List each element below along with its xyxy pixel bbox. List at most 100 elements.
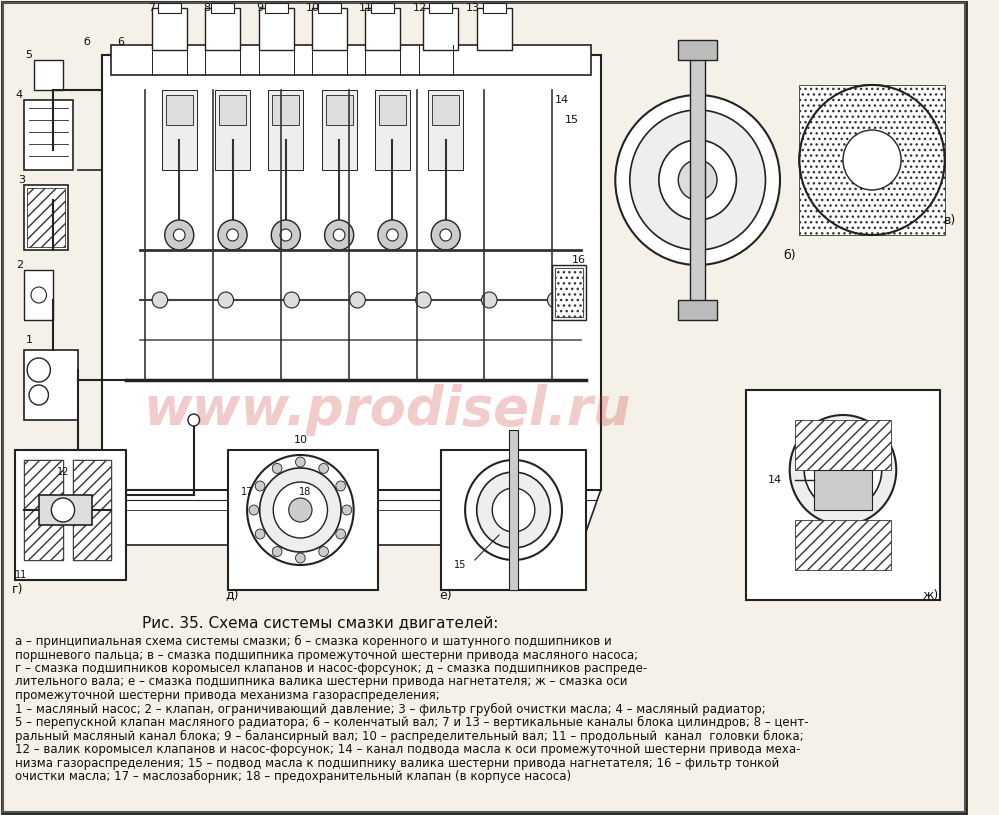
Bar <box>39 495 92 525</box>
Text: 12: 12 <box>57 467 69 477</box>
Bar <box>24 350 78 420</box>
Text: 16: 16 <box>571 255 585 265</box>
Text: 5: 5 <box>26 50 33 60</box>
Bar <box>73 460 112 560</box>
Circle shape <box>274 482 328 538</box>
Circle shape <box>325 220 354 250</box>
Circle shape <box>273 464 282 474</box>
Circle shape <box>547 292 563 308</box>
Text: 8: 8 <box>203 3 210 13</box>
Circle shape <box>342 505 352 515</box>
Bar <box>273 95 300 125</box>
Bar <box>430 3 453 13</box>
Text: г – смазка подшипников коромысел клапанов и насос-форсунок; д – смазка подшипник: г – смазка подшипников коромысел клапано… <box>15 662 646 675</box>
Circle shape <box>256 481 265 491</box>
Text: б: б <box>84 37 91 47</box>
Text: 1: 1 <box>26 335 33 345</box>
Text: 12: 12 <box>413 3 427 13</box>
Circle shape <box>477 472 550 548</box>
Circle shape <box>273 547 282 557</box>
Bar <box>211 3 235 13</box>
Circle shape <box>789 415 896 525</box>
Text: 18: 18 <box>299 487 312 497</box>
Bar <box>678 40 717 60</box>
Text: 13: 13 <box>466 3 480 13</box>
Bar <box>379 95 406 125</box>
Circle shape <box>843 130 901 190</box>
Bar <box>259 8 294 50</box>
Bar <box>312 8 347 50</box>
Circle shape <box>416 292 432 308</box>
Bar <box>483 3 505 13</box>
Bar <box>265 3 288 13</box>
Bar <box>27 188 65 247</box>
Bar <box>24 185 68 250</box>
Circle shape <box>799 85 945 235</box>
Text: 5 – перепускной клапан масляного радиатора; 6 – коленчатый вал; 7 и 13 – вертика: 5 – перепускной клапан масляного радиато… <box>15 716 808 729</box>
Circle shape <box>823 450 862 490</box>
Circle shape <box>51 498 75 522</box>
Text: а – принципиальная схема системы смазки; б – смазка коренного и шатунного подшип: а – принципиальная схема системы смазки;… <box>15 635 611 648</box>
Bar <box>799 85 945 235</box>
Circle shape <box>272 220 301 250</box>
Text: Рис. 35. Схема системы смазки двигателей:: Рис. 35. Схема системы смазки двигателей… <box>142 615 498 630</box>
Bar <box>555 268 583 317</box>
Circle shape <box>814 100 930 220</box>
Bar <box>477 8 511 50</box>
Bar <box>215 90 250 170</box>
Text: е): е) <box>440 588 452 601</box>
Text: 14: 14 <box>554 95 569 105</box>
Bar <box>242 498 272 518</box>
Bar <box>814 470 872 510</box>
Circle shape <box>615 95 780 265</box>
Circle shape <box>174 229 185 241</box>
Bar <box>269 90 304 170</box>
Circle shape <box>280 229 292 241</box>
Circle shape <box>493 488 534 532</box>
Text: 17: 17 <box>241 487 254 497</box>
Bar <box>746 390 940 600</box>
Circle shape <box>256 529 265 539</box>
Text: 12 – валик коромысел клапанов и насос-форсунок; 14 – канал подвода масла к оси п: 12 – валик коромысел клапанов и насос-фо… <box>15 743 800 756</box>
Bar <box>326 95 353 125</box>
Bar <box>15 450 126 580</box>
Bar <box>441 450 586 590</box>
Bar <box>219 95 246 125</box>
Bar <box>24 270 53 320</box>
Circle shape <box>152 292 168 308</box>
Circle shape <box>319 547 329 557</box>
Circle shape <box>249 505 259 515</box>
Text: промежуточной шестерни привода механизма газораспределения;: промежуточной шестерни привода механизма… <box>15 689 440 702</box>
Circle shape <box>260 468 341 552</box>
Text: низма газораспределения; 15 – подвод масла к подшипнику валика шестерни привода : низма газораспределения; 15 – подвод мас… <box>15 756 779 769</box>
Text: поршневого пальца; в – смазка подшипника промежуточной шестерни привода масляног: поршневого пальца; в – смазка подшипника… <box>15 649 637 662</box>
Text: 10: 10 <box>306 3 320 13</box>
Circle shape <box>629 110 765 250</box>
Circle shape <box>336 529 346 539</box>
Text: 3: 3 <box>18 175 25 185</box>
Text: 6: 6 <box>118 37 125 47</box>
Text: ральный масляный канал блока; 9 – балансирный вал; 10 – распределительный вал; 1: ральный масляный канал блока; 9 – баланс… <box>15 729 803 742</box>
Bar <box>34 60 63 90</box>
Bar <box>228 450 378 590</box>
Circle shape <box>165 220 194 250</box>
Bar <box>158 3 181 13</box>
Text: б): б) <box>783 249 796 262</box>
Bar <box>166 95 193 125</box>
Circle shape <box>319 464 329 474</box>
Circle shape <box>804 430 882 510</box>
Bar <box>794 520 891 570</box>
Circle shape <box>218 220 247 250</box>
Bar <box>429 90 464 170</box>
Circle shape <box>296 553 306 563</box>
Circle shape <box>227 229 239 241</box>
Circle shape <box>378 220 407 250</box>
Text: очистки масла; 17 – маслозаборник; 18 – предохранительный клапан (в корпусе насо: очистки масла; 17 – маслозаборник; 18 – … <box>15 770 570 783</box>
Bar <box>301 498 325 518</box>
Circle shape <box>247 455 354 565</box>
Bar <box>794 420 891 470</box>
Bar <box>371 3 395 13</box>
Text: 4: 4 <box>16 90 23 100</box>
Text: 11: 11 <box>360 3 374 13</box>
Bar <box>24 460 63 560</box>
